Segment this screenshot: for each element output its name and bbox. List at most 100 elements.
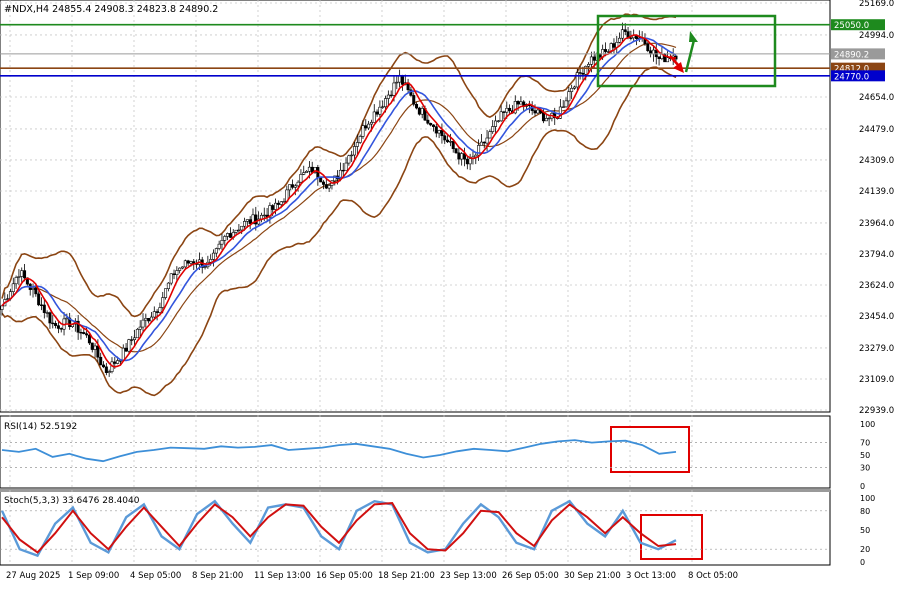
stoch-tick-label: 20 bbox=[860, 545, 870, 554]
time-tick-label: 11 Sep 13:00 bbox=[254, 571, 311, 581]
candle-body bbox=[305, 170, 309, 173]
price-tick-label: 24309.0 bbox=[859, 156, 894, 166]
candle-body bbox=[93, 345, 97, 350]
candle-body bbox=[575, 72, 579, 88]
candle-body bbox=[457, 152, 461, 160]
rsi-tick-label: 100 bbox=[860, 420, 875, 429]
candle-body bbox=[274, 202, 278, 210]
candle-body bbox=[327, 185, 331, 189]
candle-body bbox=[186, 260, 190, 264]
candle-body bbox=[392, 82, 396, 96]
stoch-indicator: 100 80 50 20 0 bbox=[0, 494, 875, 567]
bollinger-middle-line bbox=[1, 42, 677, 353]
candle-body bbox=[547, 117, 551, 120]
candle-body bbox=[228, 233, 232, 238]
candle-body bbox=[400, 74, 404, 85]
candle-body bbox=[364, 125, 368, 129]
rsi-tick-label: 50 bbox=[860, 451, 870, 460]
candle-body bbox=[578, 72, 582, 74]
candle-body bbox=[293, 185, 297, 188]
candle-body bbox=[158, 307, 162, 313]
candle-body bbox=[240, 225, 244, 231]
candle-body bbox=[262, 214, 266, 217]
highlight-box-rsi bbox=[610, 426, 690, 473]
candle-body bbox=[589, 56, 593, 65]
candle-body bbox=[147, 318, 151, 322]
candle-body bbox=[268, 205, 272, 218]
candle-body bbox=[344, 162, 348, 171]
candle-body bbox=[245, 219, 249, 222]
candle-body bbox=[87, 334, 91, 344]
candle-body bbox=[570, 87, 574, 92]
candle-body bbox=[516, 101, 520, 105]
price-tick-label: 24479.0 bbox=[859, 125, 894, 135]
candle-body bbox=[54, 323, 58, 326]
price-tick-label: 23964.0 bbox=[859, 219, 894, 229]
stoch-tick-label: 100 bbox=[860, 494, 875, 503]
candle-body bbox=[496, 120, 500, 122]
candle-body bbox=[420, 108, 424, 115]
candle-body bbox=[454, 148, 458, 154]
candle-body bbox=[282, 201, 286, 203]
price-tick-label: 24654.0 bbox=[859, 93, 894, 103]
level-price-tag-label: 24770.0 bbox=[834, 72, 869, 82]
candle-body bbox=[299, 174, 303, 183]
candle-body bbox=[175, 270, 179, 276]
candle-body bbox=[440, 130, 444, 137]
candle-body bbox=[533, 110, 537, 114]
grid bbox=[0, 0, 830, 565]
candle-body bbox=[482, 141, 486, 144]
candle-body bbox=[164, 288, 168, 298]
candle-body bbox=[341, 169, 345, 172]
rsi-panel-frame bbox=[0, 415, 831, 489]
candle-body bbox=[307, 166, 311, 172]
candle-body bbox=[31, 288, 35, 290]
candle-body bbox=[217, 243, 221, 249]
rsi-header: RSI(14) 52.5192 bbox=[4, 422, 77, 432]
candle-body bbox=[144, 318, 148, 321]
candle-body bbox=[135, 329, 139, 339]
candle-body bbox=[172, 273, 176, 276]
candle-body bbox=[491, 126, 495, 132]
candle-body bbox=[395, 81, 399, 84]
time-tick-label: 8 Sep 21:00 bbox=[192, 571, 243, 581]
candle-body bbox=[6, 298, 10, 300]
candle-body bbox=[51, 322, 55, 325]
candle-body bbox=[313, 167, 317, 173]
candle-body bbox=[130, 339, 134, 341]
candle-body bbox=[544, 117, 548, 122]
bollinger-upper-line bbox=[1, 13, 677, 318]
time-tick-label: 18 Sep 21:00 bbox=[378, 571, 435, 581]
ma-slow-line bbox=[1, 37, 677, 362]
bollinger-bands bbox=[1, 13, 677, 397]
price-tick-label: 23454.0 bbox=[859, 312, 894, 322]
candle-body bbox=[468, 158, 472, 165]
candle-body bbox=[333, 175, 337, 182]
candle-body bbox=[234, 229, 238, 233]
candle-body bbox=[14, 277, 18, 285]
candle-body bbox=[620, 29, 624, 39]
candle-body bbox=[178, 267, 182, 271]
candle-body bbox=[39, 304, 43, 306]
ma-fast-line bbox=[1, 34, 677, 368]
candle-body bbox=[592, 56, 596, 61]
candle-body bbox=[384, 98, 388, 108]
highlight-box-stoch bbox=[640, 514, 703, 560]
candle-body bbox=[347, 155, 351, 164]
candle-body bbox=[243, 221, 247, 227]
candle-body bbox=[296, 181, 300, 187]
candle-body bbox=[378, 106, 382, 115]
candle-body bbox=[502, 111, 506, 113]
candle-body bbox=[248, 219, 252, 224]
candle-body bbox=[279, 201, 283, 205]
candle-body bbox=[572, 86, 576, 89]
candle-body bbox=[104, 366, 108, 373]
candle-body bbox=[161, 297, 165, 308]
time-tick-label: 4 Sep 05:00 bbox=[130, 571, 181, 581]
candle-body bbox=[254, 214, 258, 225]
stoch-signal-line bbox=[1, 502, 677, 554]
candle-body bbox=[434, 126, 438, 134]
candle-body bbox=[426, 119, 430, 124]
annotations bbox=[596, 14, 777, 560]
candle-body bbox=[102, 364, 106, 368]
